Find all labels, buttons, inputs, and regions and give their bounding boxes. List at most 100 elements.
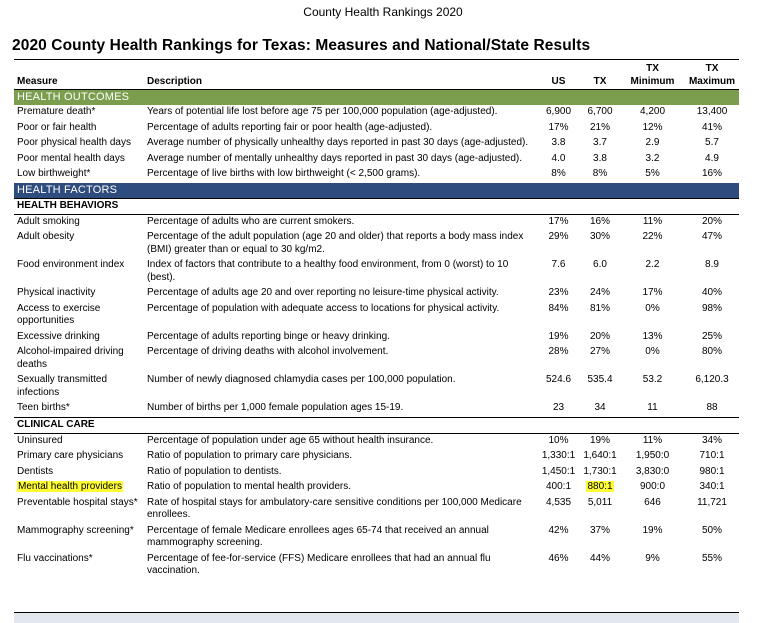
- highlighted-text: 880:1: [586, 481, 614, 492]
- header-tx-minimum-line2: Minimum: [630, 75, 675, 87]
- table-header-row: Measure Description US TX TX Minimum TX Ma…: [14, 59, 739, 90]
- cell-tx-maximum: 710:1: [699, 450, 725, 461]
- cell-description: Percentage of population with adequate a…: [147, 302, 500, 314]
- section-header-row: HEALTH FACTORS: [14, 182, 739, 198]
- cell-tx-minimum: 0%: [645, 302, 660, 314]
- header-description: Description: [144, 59, 537, 90]
- document-title: 2020 County Health Rankings for Texas: M…: [12, 37, 591, 54]
- cell-description: Percentage of adults age 20 and over rep…: [147, 287, 499, 298]
- cell-measure: Physical inactivity: [17, 287, 96, 298]
- cell-tx-maximum: 16%: [701, 168, 722, 179]
- cell-tx: 19%: [589, 434, 610, 446]
- table-row: Mental health providers Ratio of populati…: [14, 480, 739, 496]
- cell-tx-minimum: 1,950:0: [635, 450, 670, 461]
- cell-tx-maximum: 80%: [701, 346, 722, 357]
- table-row: Dentists Ratio of population to dentists.…: [14, 465, 739, 481]
- cell-tx-minimum: 19%: [642, 524, 663, 536]
- header-tx: TX: [580, 59, 620, 90]
- cell-tx: 3.7: [593, 137, 607, 148]
- cell-description: Ratio of population to mental health pro…: [147, 481, 352, 492]
- cell-us: 17%: [548, 215, 569, 227]
- header-tx-minimum-line1: TX: [646, 63, 659, 74]
- cell-tx-minimum: 3.2: [645, 152, 660, 164]
- table-row: Adult obesity Percentage of the adult pop…: [14, 230, 739, 258]
- cell-tx: 21%: [589, 121, 610, 133]
- cell-tx-maximum: 50%: [701, 524, 722, 536]
- cell-tx-maximum: 8.9: [705, 259, 719, 270]
- cell-tx: 6,700: [587, 106, 613, 117]
- cell-us: 3.8: [551, 137, 566, 148]
- header-tx-maximum: TX Maximum: [685, 59, 739, 90]
- cell-tx-maximum: 55%: [701, 552, 722, 564]
- section-header-row: CLINICAL CARE: [14, 416, 739, 434]
- cell-us: 524.6: [545, 374, 572, 385]
- cell-us: 23: [552, 402, 565, 413]
- cell-us: 10%: [548, 434, 569, 446]
- section-header: CLINICAL CARE: [14, 416, 739, 434]
- table-body: HEALTH OUTCOMES Premature death* Years of …: [14, 89, 739, 580]
- highlighted-text: Mental health providers: [17, 481, 123, 492]
- cell-tx-minimum: 53.2: [642, 374, 663, 385]
- table-row: Teen births* Number of births per 1,000 f…: [14, 401, 739, 417]
- cell-description: Average number of mentally unhealthy day…: [147, 152, 523, 164]
- bottom-section-bar: [14, 612, 739, 623]
- cell-description: Years of potential life lost before age …: [147, 106, 498, 117]
- cell-us: 46%: [548, 552, 569, 564]
- cell-tx: 5,011: [587, 496, 613, 508]
- cell-tx: 30%: [589, 231, 610, 242]
- cell-tx-maximum: 40%: [701, 287, 722, 298]
- cell-tx-minimum: 2.2: [645, 259, 660, 270]
- cell-tx-minimum: 22%: [642, 231, 663, 242]
- cell-measure: Uninsured: [17, 434, 63, 446]
- cell-us: 400:1: [545, 481, 572, 492]
- cell-tx-minimum: 0%: [645, 346, 660, 357]
- cell-measure: Flu vaccinations*: [17, 552, 93, 564]
- table-row: Poor or fair health Percentage of adults …: [14, 121, 739, 137]
- cell-tx: 20%: [589, 330, 610, 342]
- table-row: Uninsured Percentage of population under …: [14, 433, 739, 449]
- table-row: Alcohol-impaired driving deaths Percentag…: [14, 345, 739, 373]
- cell-tx-maximum: 11,721: [697, 496, 727, 508]
- cell-tx-maximum: 41%: [701, 121, 722, 133]
- cell-us: 29%: [548, 231, 569, 242]
- cell-tx: 1,730:1: [583, 465, 617, 477]
- cell-tx: 27%: [589, 346, 610, 357]
- cell-tx: 8%: [592, 168, 608, 179]
- cell-measure: Excessive drinking: [17, 330, 100, 342]
- table-row: Primary care physicians Ratio of populati…: [14, 449, 739, 465]
- cell-measure: Poor mental health days: [17, 152, 125, 164]
- cell-us: 28%: [548, 346, 569, 357]
- header-tx-minimum: TX Minimum: [620, 59, 685, 90]
- cell-tx-minimum: 12%: [642, 121, 663, 133]
- cell-measure: Mammography screening*: [17, 524, 134, 536]
- cell-tx: 16%: [589, 215, 610, 227]
- cell-us: 4,535: [545, 496, 572, 508]
- header-measure: Measure: [14, 59, 144, 90]
- cell-us: 7.6: [551, 259, 566, 270]
- cell-measure: Teen births*: [17, 402, 70, 413]
- cell-measure: Low birthweight*: [17, 168, 91, 179]
- cell-description: Percentage of the adult population (age …: [147, 231, 524, 255]
- cell-measure: Adult smoking: [17, 215, 80, 227]
- cell-us: 19%: [548, 330, 569, 342]
- cell-tx-minimum: 2.9: [645, 137, 660, 148]
- section-header: HEALTH BEHAVIORS: [14, 197, 739, 215]
- cell-tx-maximum: 6,120.3: [695, 374, 729, 385]
- cell-tx: 34: [594, 402, 606, 413]
- cell-tx-minimum: 5%: [645, 168, 660, 179]
- cell-description: Ratio of population to primary care phys…: [147, 450, 353, 461]
- page-caption: County Health Rankings 2020: [303, 5, 463, 19]
- cell-measure: Preventable hospital stays*: [17, 496, 138, 508]
- cell-tx-maximum: 25%: [701, 330, 722, 342]
- cell-description: Percentage of adults reporting binge or …: [147, 330, 390, 342]
- cell-tx-maximum: 980:1: [699, 465, 725, 477]
- cell-tx-minimum: 13%: [642, 330, 663, 342]
- section-header: HEALTH OUTCOMES: [14, 89, 739, 105]
- cell-measure: Adult obesity: [17, 231, 75, 242]
- table-row: Excessive drinking Percentage of adults r…: [14, 330, 739, 346]
- table-row: Adult smoking Percentage of adults who ar…: [14, 214, 739, 230]
- cell-tx-maximum: 4.9: [705, 152, 719, 164]
- cell-us: 1,330:1: [541, 450, 576, 461]
- cell-tx: 24%: [589, 287, 610, 298]
- cell-tx-minimum: 900:0: [639, 481, 666, 492]
